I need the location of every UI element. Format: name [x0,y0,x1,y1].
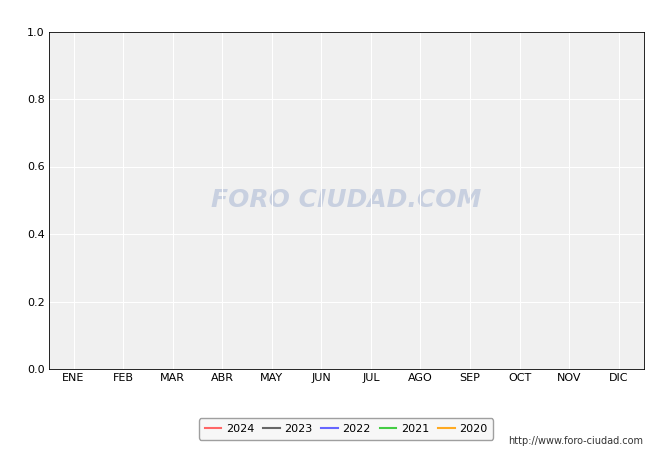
Legend: 2024, 2023, 2022, 2021, 2020: 2024, 2023, 2022, 2021, 2020 [200,418,493,440]
Text: http://www.foro-ciudad.com: http://www.foro-ciudad.com [508,436,644,446]
Text: Matriculaciones de Vehiculos en Escopete: Matriculaciones de Vehiculos en Escopete [164,9,486,24]
Text: FORO CIUDAD.COM: FORO CIUDAD.COM [211,188,481,212]
